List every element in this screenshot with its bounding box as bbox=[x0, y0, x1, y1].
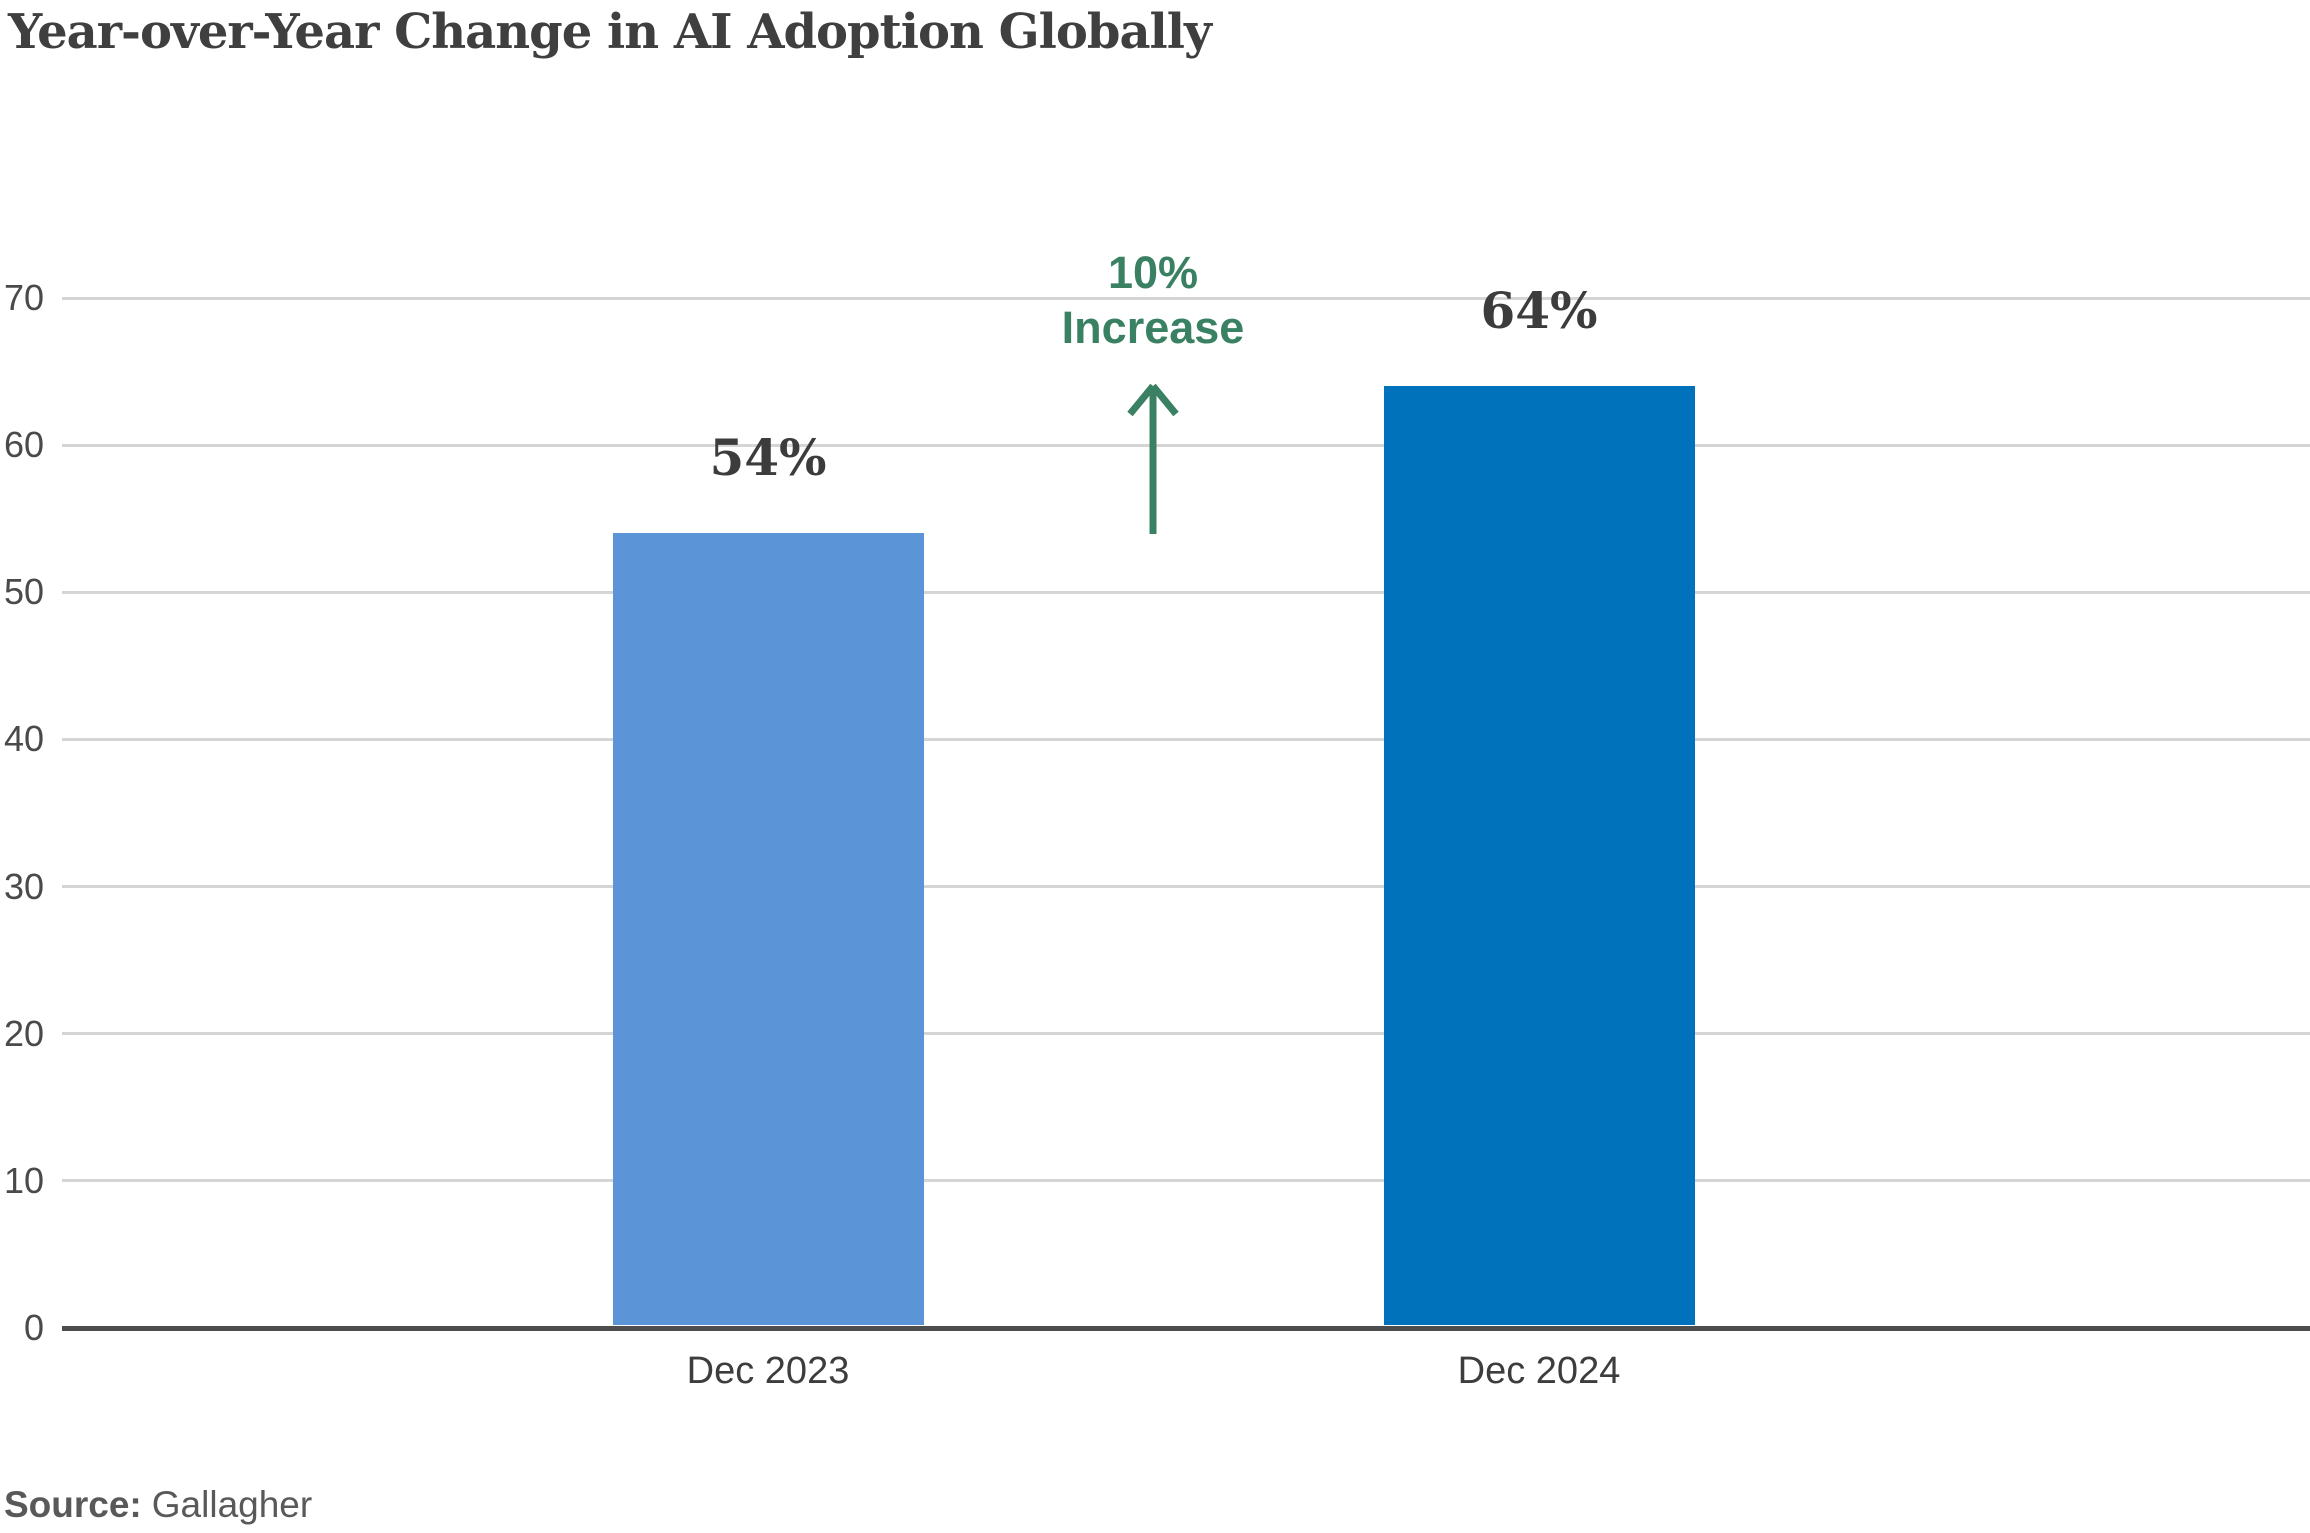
gridline-30 bbox=[62, 885, 2310, 889]
gridline-20 bbox=[62, 1032, 2310, 1036]
y-axis-tick-label-20: 20 bbox=[3, 1012, 44, 1054]
y-axis-tick-label-0: 0 bbox=[23, 1307, 44, 1348]
source-label: Source: bbox=[4, 1484, 142, 1525]
gridline-50 bbox=[62, 590, 2310, 594]
value-label-dec-2023: 54% bbox=[709, 428, 827, 488]
source-line: Source: Gallagher bbox=[4, 1484, 312, 1526]
gridline-70 bbox=[62, 296, 2310, 300]
gridline-10 bbox=[62, 1179, 2310, 1183]
y-axis-tick-label-10: 10 bbox=[3, 1159, 44, 1201]
increase-annotation: 10% Increase bbox=[1062, 246, 1245, 356]
bar-dec-2023 bbox=[612, 533, 924, 1326]
annotation-percent-text: 10% bbox=[1107, 247, 1199, 298]
x-axis-line bbox=[62, 1325, 2310, 1331]
up-arrow-icon bbox=[1127, 383, 1179, 534]
source-name: Gallagher bbox=[151, 1484, 313, 1525]
x-axis-label-dec-2024: Dec 2024 bbox=[1457, 1350, 1621, 1392]
bar-dec-2024 bbox=[1383, 386, 1695, 1326]
y-axis-tick-label-30: 30 bbox=[3, 865, 44, 907]
y-axis-tick-label-40: 40 bbox=[3, 718, 44, 760]
y-axis-tick-label-60: 60 bbox=[3, 424, 44, 466]
y-axis-tick-label-50: 50 bbox=[3, 571, 44, 613]
chart-title: Year-over-Year Change in AI Adoption Glo… bbox=[8, 4, 1212, 60]
y-axis-tick-label-70: 70 bbox=[3, 277, 44, 318]
annotation-increase-text: Increase bbox=[1061, 301, 1245, 353]
x-axis-label-dec-2023: Dec 2023 bbox=[686, 1350, 850, 1392]
gridline-40 bbox=[62, 737, 2310, 741]
gridline-60 bbox=[62, 443, 2310, 447]
value-label-dec-2024: 64% bbox=[1480, 281, 1598, 341]
